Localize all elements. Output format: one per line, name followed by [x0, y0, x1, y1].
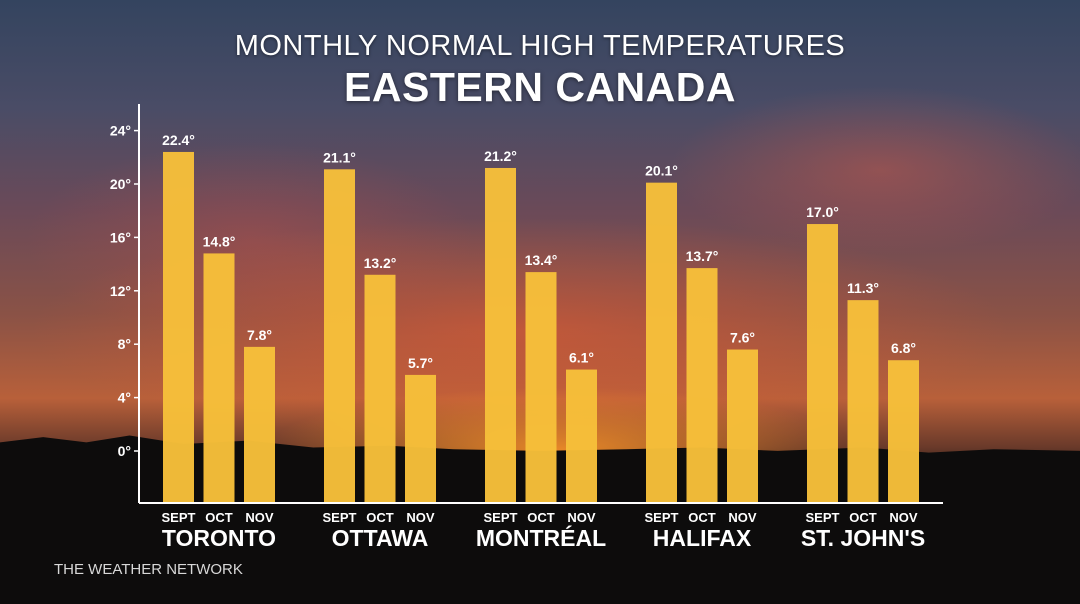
data-label: 21.2°: [484, 148, 517, 164]
month-tick-label: NOV: [889, 510, 918, 525]
bar: [244, 346, 275, 503]
brand-label: THE WEATHER NETWORK: [54, 561, 243, 578]
month-tick-label: OCT: [366, 510, 394, 525]
data-label: 13.2°: [364, 255, 397, 271]
chart-subtitle: EASTERN CANADA: [344, 64, 736, 110]
city-label: TORONTO: [162, 525, 276, 551]
data-label: 7.6°: [730, 330, 755, 346]
bar: [847, 300, 879, 503]
data-label: 14.8°: [203, 233, 236, 249]
y-tick-label: 16°: [110, 229, 131, 245]
bar: [888, 360, 919, 503]
city-label: HALIFAX: [653, 525, 752, 551]
y-tick-label: 20°: [110, 176, 131, 192]
city-label: OTTAWA: [332, 525, 429, 551]
month-tick-label: OCT: [205, 510, 233, 525]
bar: [525, 272, 557, 503]
data-label: 21.1°: [323, 149, 356, 165]
month-tick-label: SEPT: [323, 510, 357, 525]
bar: [566, 369, 597, 503]
bar: [686, 268, 718, 503]
month-tick-label: NOV: [728, 510, 757, 525]
data-label: 11.3°: [847, 280, 879, 296]
bar: [646, 182, 677, 504]
chart-title: MONTHLY NORMAL HIGH TEMPERATURES: [234, 30, 846, 62]
month-tick-label: SEPT: [484, 510, 518, 525]
city-label: ST. JOHN'S: [801, 525, 925, 551]
city-label: MONTRÉAL: [476, 524, 606, 551]
data-label: 7.8°: [247, 327, 272, 343]
data-label: 6.8°: [891, 340, 916, 356]
bar: [364, 274, 396, 503]
data-label: 6.1°: [569, 350, 594, 366]
month-tick-label: NOV: [567, 510, 596, 525]
bar: [324, 169, 355, 503]
month-tick-label: OCT: [688, 510, 716, 525]
y-tick-label: 24°: [110, 123, 131, 139]
month-tick-label: OCT: [527, 510, 555, 525]
y-tick-label: 4°: [118, 390, 131, 406]
bar: [485, 167, 516, 504]
bar: [727, 349, 758, 503]
month-tick-label: SEPT: [645, 510, 679, 525]
bar: [405, 374, 436, 503]
month-tick-label: NOV: [406, 510, 435, 525]
data-label: 17.0°: [806, 204, 839, 220]
bar: [807, 224, 838, 504]
data-label: 5.7°: [408, 355, 433, 371]
data-label: 20.1°: [645, 163, 678, 179]
y-tick-label: 8°: [118, 336, 131, 352]
y-tick-label: 12°: [110, 283, 131, 299]
month-tick-label: OCT: [849, 510, 877, 525]
month-tick-label: SEPT: [162, 510, 196, 525]
month-tick-label: SEPT: [806, 510, 840, 525]
data-label: 22.4°: [162, 132, 195, 148]
data-label: 13.4°: [525, 252, 558, 268]
month-tick-label: NOV: [245, 510, 274, 525]
y-tick-label: 0°: [118, 443, 131, 459]
data-label: 13.7°: [686, 248, 719, 264]
bar: [163, 151, 194, 503]
bar: [203, 253, 235, 503]
